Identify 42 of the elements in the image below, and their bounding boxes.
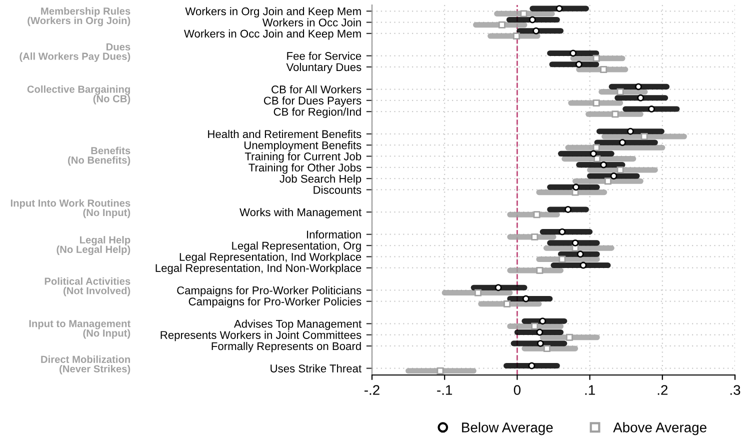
y-tick-label: Health and Retirement Benefits [208,130,362,138]
y-tick-label: Unemployment Benefits [244,141,362,152]
y-tick-label: Legal Representation, Ind Non-Workplace [156,264,362,274]
y-tick-label: Legal Representation, Org [232,242,361,252]
y-tick-label: Formally Represents on Board [212,342,361,352]
x-tick-label: .3 [730,385,740,395]
y-tick-label: Information [307,230,361,238]
y-tick-label: CB for All Workers [272,85,362,94]
y-tick-label: CB for Region/Ind [274,108,361,118]
text: Membership Rules (Workers in Org Join) [28,7,130,26]
text: Input Into Work Routines (No Input) [10,199,130,218]
y-tick-label: Works with Management [240,208,362,218]
x-tick-label: -.2 [364,385,380,395]
y-tick-label: Discounts [314,186,362,194]
y-tick-label: Advises Top Management [234,320,362,330]
text: Direct Mobilization (Never Strikes) [41,356,130,374]
text: Dues (All Workers Pay Dues) [20,43,130,62]
y-tick-label: Campaigns for Pro-Worker Policies [188,297,362,308]
x-tick-label: 0 [514,385,521,395]
x-tick-label: -.1 [437,385,452,395]
y-tick-label: CB for Dues Payers [264,96,362,107]
y-tick-label: Uses Strike Threat [270,364,362,372]
x-tick-label: .2 [658,385,668,395]
y-tick-label: Represents Workers in Joint Committees [160,330,362,342]
y-tick-label: Legal Representation, Ind Workplace [180,252,362,264]
legend-label: Above Average [613,422,706,436]
y-tick-label: Voluntary Dues [286,62,362,74]
y-tick-label: Workers in Occ Join [262,18,361,26]
text: Political Activities (Not Involved) [44,277,130,296]
text: Input to Management (No Input) [29,320,130,339]
text: Benefits (No Benefits) [68,146,130,166]
y-tick-label: Training for Current Job [244,152,362,163]
text: Legal Help (No Legal Help) [56,236,130,256]
y-tick-label: Workers in Occ Join and Keep Mem [184,29,361,40]
y-tick-label: Training for Other Jobs [248,163,362,174]
y-tick-label: Job Search Help [280,174,362,185]
y-tick-label: Fee for Service [287,52,362,60]
y-tick-label: Campaigns for Pro-Worker Politicians [177,286,362,297]
text: Collective Bargaining (No CB) [27,85,130,104]
y-tick-label: Workers in Org Join and Keep Mem [185,7,361,18]
x-tick-label: .1 [585,385,595,395]
legend-label: Below Average [462,422,553,436]
